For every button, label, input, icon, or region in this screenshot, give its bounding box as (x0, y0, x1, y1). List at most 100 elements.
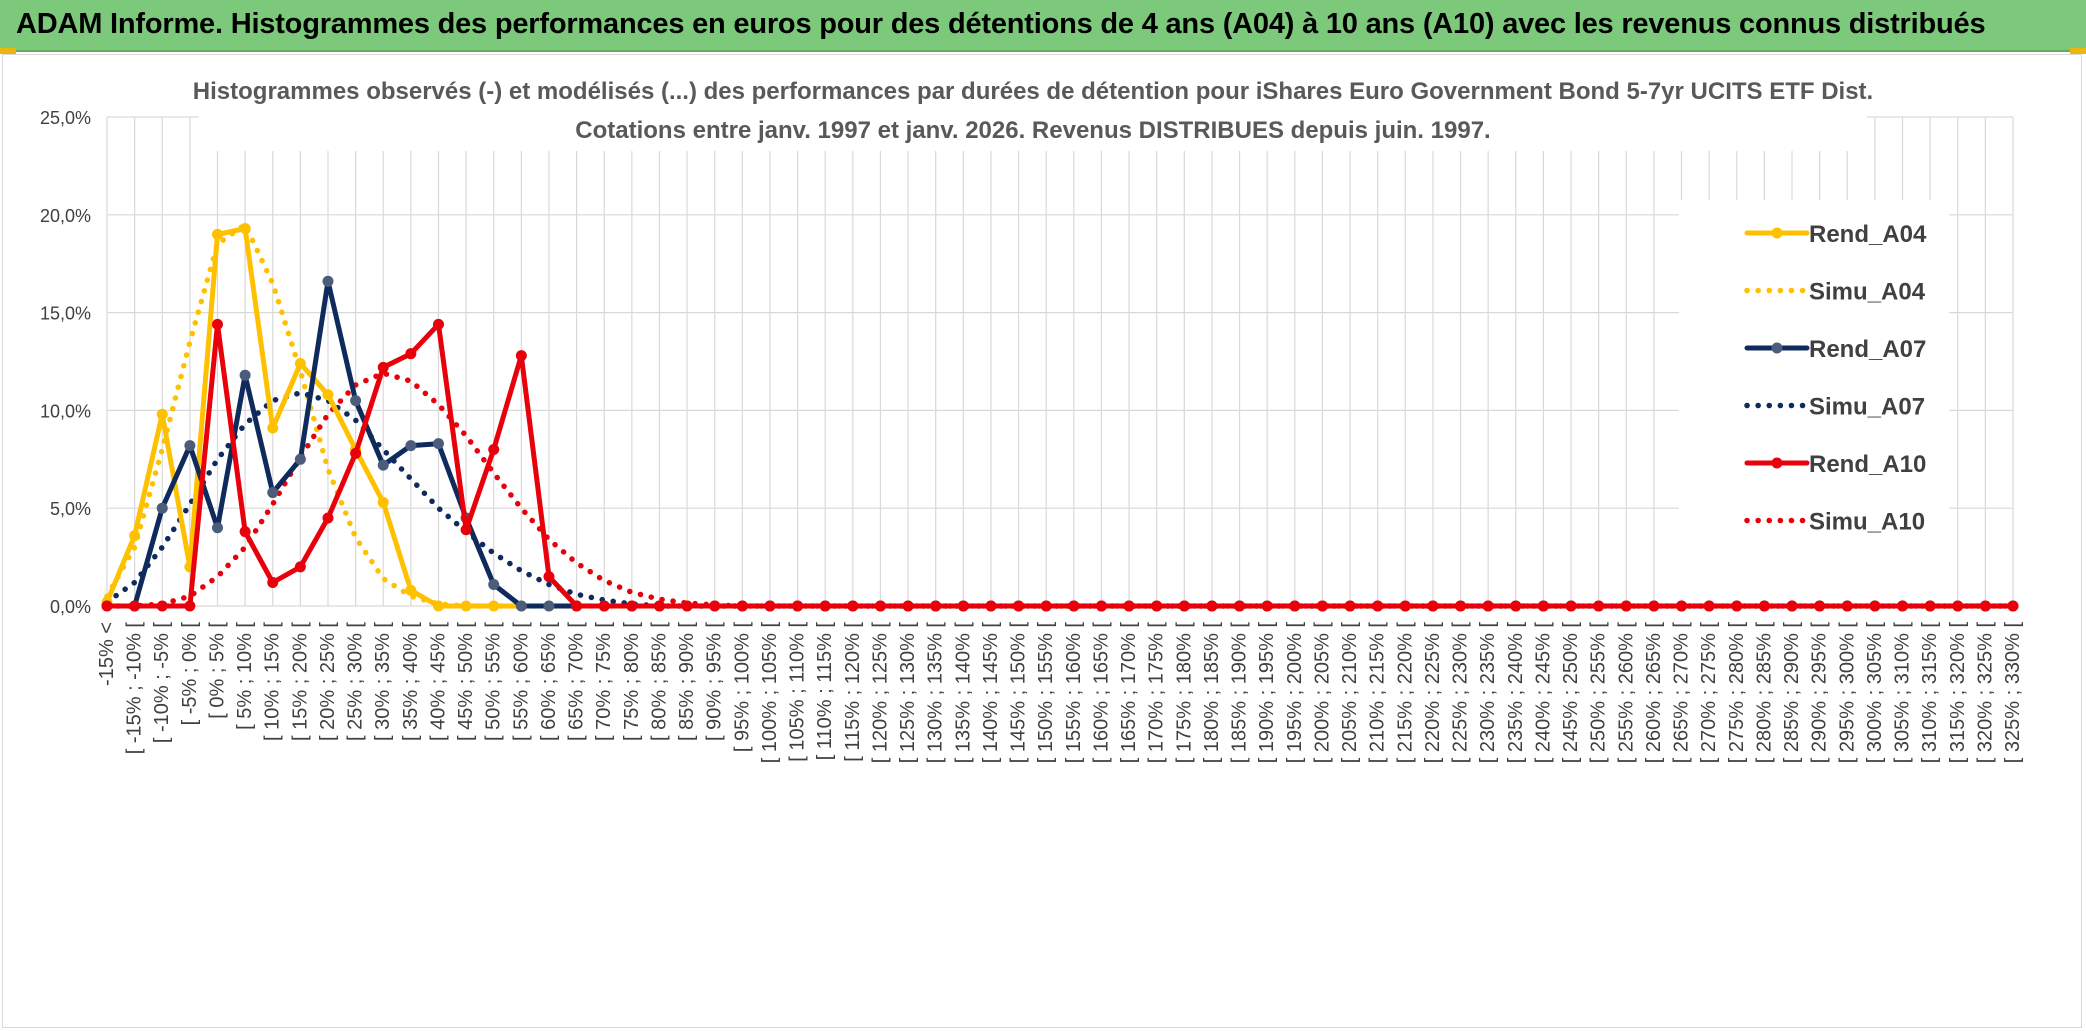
data-point (211, 318, 223, 330)
data-point (1178, 600, 1190, 612)
x-tick-label: [ 70% ; 75% [ (593, 622, 615, 741)
series-line (104, 390, 2016, 609)
data-point (1841, 600, 1853, 612)
data-point (598, 600, 610, 612)
data-point (985, 600, 997, 612)
data-point (1924, 600, 1936, 612)
data-point (377, 361, 389, 373)
x-tick-label: [ 20% ; 25% [ (317, 622, 339, 741)
header-bar: ADAM Informe. Histogrammes des performan… (0, 0, 2086, 52)
data-point (1040, 600, 1052, 612)
x-tick-label: [ 5% ; 10% [ (234, 622, 256, 730)
data-point (653, 600, 665, 612)
x-tick-label: [ 0% ; 5% [ (206, 622, 228, 719)
data-point (184, 440, 196, 452)
legend-label: Rend_A10 (1809, 451, 1926, 478)
data-point (1593, 600, 1605, 612)
data-point (1979, 600, 1991, 612)
x-tick-label: [ 195% ; 200% [ (1284, 622, 1306, 764)
x-tick-label: [ 10% ; 15% [ (262, 622, 284, 741)
data-point (1648, 600, 1660, 612)
x-tick-label: [ 90% ; 95% [ (704, 622, 726, 741)
data-point (156, 600, 168, 612)
data-point (239, 526, 251, 538)
x-tick-label: [ 100% ; 105% [ (759, 622, 781, 764)
chart-frame: 0,0% 5,0% 10,0% 15,0% 20,0% 25,0% Histogrammes… (2, 54, 2082, 1028)
data-point (322, 275, 334, 287)
legend-item-rend-a07: Rend_A07 (1744, 336, 1926, 363)
legend-marker (1771, 342, 1783, 354)
x-tick-label: [ 310% ; 315% [ (1919, 622, 1941, 764)
x-tick-label: [ 315% ; 320% [ (1947, 622, 1969, 764)
data-point (736, 600, 748, 612)
x-tick-label: [ 275% ; 280% [ (1726, 622, 1748, 764)
data-point (1013, 600, 1025, 612)
x-tick-label: [ 190% ; 195% [ (1256, 622, 1278, 764)
corner-accent-right (2070, 48, 2086, 54)
data-point (460, 600, 472, 612)
x-tick-label: [ 245% ; 250% [ (1560, 622, 1582, 764)
x-tick-label: [ 125% ; 130% [ (897, 622, 919, 764)
x-tick-label: [ 300% ; 305% [ (1864, 622, 1886, 764)
x-tick-label: [ 305% ; 310% [ (1892, 622, 1914, 764)
x-tick-label: [ 285% ; 290% [ (1781, 622, 1803, 764)
x-tick-label: [ 265% ; 270% [ (1671, 622, 1693, 764)
data-point (2007, 600, 2019, 612)
data-point (1786, 600, 1798, 612)
x-tick-label: [ 15% ; 20% [ (289, 622, 311, 741)
x-tick-label: [ 85% ; 90% [ (676, 622, 698, 741)
data-point (350, 395, 362, 407)
x-tick-label: [ 75% ; 80% [ (621, 622, 643, 741)
x-tick-label: [ 40% ; 45% [ (427, 622, 449, 741)
x-tick-label: [ -10% ; -5% [ (151, 622, 173, 744)
legend-item-simu-a10: Simu_A10 (1744, 509, 1925, 536)
x-tick-label: [ 95% ; 100% [ (731, 622, 753, 753)
x-tick-label: [ 55% ; 60% [ (510, 622, 532, 741)
data-point (1510, 600, 1522, 612)
data-point (267, 487, 279, 499)
x-tick-label: [ 25% ; 30% [ (345, 622, 367, 741)
x-tick-label: [ 230% ; 235% [ (1477, 622, 1499, 764)
x-tick-label: [ 45% ; 50% [ (455, 622, 477, 741)
x-tick-label: [ 110% ; 115% [ (814, 622, 836, 761)
data-point (239, 369, 251, 381)
legend-item-simu-a04: Simu_A04 (1744, 279, 1926, 306)
x-tick-label: [ 65% ; 70% [ (566, 622, 588, 741)
legend-label: Simu_A10 (1809, 509, 1925, 536)
x-tick-label: [ 250% ; 255% [ (1588, 622, 1610, 764)
data-point (405, 440, 417, 452)
data-point (1372, 600, 1384, 612)
legend-item-rend-a10: Rend_A10 (1744, 451, 1926, 478)
data-point (184, 600, 196, 612)
x-tick-label: [ 235% ; 240% [ (1505, 622, 1527, 764)
x-tick-label: [ 210% ; 215% [ (1367, 622, 1389, 764)
data-point (322, 389, 334, 401)
x-tick-label: [ 145% ; 150% [ (1008, 622, 1030, 764)
data-point (350, 447, 362, 459)
x-tick-label: [ 150% ; 155% [ (1035, 622, 1057, 764)
data-point (129, 530, 141, 542)
data-point (1455, 600, 1467, 612)
data-point (902, 600, 914, 612)
data-point (1731, 600, 1743, 612)
data-point (571, 600, 583, 612)
data-point (1482, 600, 1494, 612)
data-point (1620, 600, 1632, 612)
x-tick-label: [ 30% ; 35% [ (372, 622, 394, 741)
x-tick-label: [ 255% ; 260% [ (1615, 622, 1637, 764)
data-point (432, 318, 444, 330)
subtitle-line-1: Histogrammes observés (-) et modélisés (… (193, 78, 1873, 105)
data-point (460, 524, 472, 536)
data-point (156, 408, 168, 420)
data-point (405, 584, 417, 596)
data-point (847, 600, 859, 612)
x-tick-label: [ 215% ; 220% [ (1394, 622, 1416, 764)
data-point (1151, 600, 1163, 612)
data-point (1289, 600, 1301, 612)
data-point (1758, 600, 1770, 612)
data-point (211, 228, 223, 240)
data-point (1537, 600, 1549, 612)
x-tick-label: [ 170% ; 175% [ (1146, 622, 1168, 764)
x-tick-label: [ 50% ; 55% [ (483, 622, 505, 741)
x-tick-label: [ 155% ; 160% [ (1063, 622, 1085, 764)
